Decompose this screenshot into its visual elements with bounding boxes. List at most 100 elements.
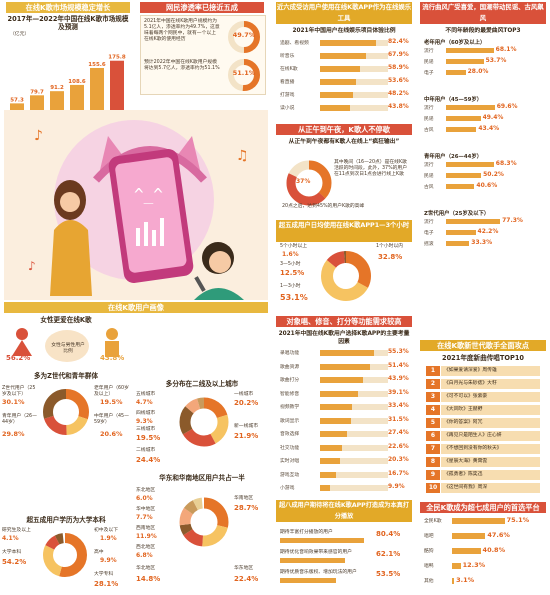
duration-donut	[321, 251, 371, 301]
feature-value: 31.5%	[388, 415, 409, 423]
expect-value-1: 80.4%	[376, 530, 401, 538]
feature-bar	[320, 350, 374, 356]
platform-label: 酷狗	[424, 549, 434, 554]
market-bar-value: 79.7	[30, 89, 44, 95]
region-label-c: 华中地区	[136, 507, 156, 512]
feature-track	[320, 390, 388, 397]
feature-bar	[320, 404, 353, 410]
section-market-title: 在线K歌市场规模稳定增长	[6, 2, 130, 13]
region-value-s: 28.7%	[234, 504, 259, 512]
top10-rank: 7	[426, 444, 440, 454]
top10-rank: 5	[426, 418, 440, 428]
style-label: 电子	[424, 71, 434, 76]
expect-value-3: 53.5%	[376, 570, 401, 578]
market-bar-value: 57.3	[10, 97, 24, 103]
style-chart-title: 不同年龄段的最爱曲风TOP3	[445, 28, 521, 34]
duration-label-5plus: 5个小时以上	[280, 244, 308, 249]
style-label: 流行	[424, 163, 434, 168]
edu-label-bachelor: 大学本科	[2, 550, 22, 555]
entertainment-label: 看直播	[280, 80, 295, 85]
feature-row: 音效选择 27.4%	[280, 429, 412, 439]
style-value: 28.0%	[467, 68, 489, 75]
time-value-37: 37%	[296, 178, 311, 185]
entertainment-value: 43.8%	[388, 103, 409, 110]
edu-label-college: 大学专科	[94, 572, 114, 577]
platform-bar	[452, 533, 486, 539]
region-label-e: 华东地区	[234, 566, 254, 571]
entertainment-bar-chart: 追剧、看视频 82.4% 听音乐 67.9% 在线K歌 58.9% 看直播 53.6% 打游戏 4…	[280, 38, 412, 118]
svg-text:^_^: ^_^	[134, 185, 163, 204]
entertainment-value: 82.4%	[388, 38, 409, 45]
feature-track	[320, 417, 388, 424]
age-label-old: 老年用户（60岁及以上）	[94, 386, 129, 397]
feature-track	[320, 485, 388, 491]
top10-song: 《不想回到没有你的秋天》	[441, 444, 540, 454]
top10-rank: 8	[426, 457, 440, 467]
section-style-title: 流行曲风广受喜爱，国潮带动民谣、古风飙风	[420, 2, 546, 24]
feature-row: 游戏互动 16.7%	[280, 470, 412, 480]
feature-row: 歌词显示 31.5%	[280, 416, 412, 426]
style-label: 摇滚	[424, 242, 434, 247]
edu-label-grad: 研究生及以上	[2, 528, 31, 533]
entertainment-bar	[320, 66, 361, 72]
top10-song: 《这世间有我》周深	[441, 483, 540, 493]
time-text-2: 20点之后，达到45%的用户K歌的高峰	[282, 204, 365, 209]
feature-label: 小游戏	[280, 486, 295, 491]
edu-label-junior: 初中及以下	[94, 528, 118, 533]
style-group-title: 青年用户（26—44岁）	[424, 154, 483, 160]
section-features-title: 对象唱、修音、打分等功能需求较高	[276, 316, 412, 327]
female-value: 56.2%	[6, 354, 31, 362]
age-label-young: 青年用户（26—44岁）	[2, 414, 37, 425]
city-value-5: 4.7%	[136, 399, 153, 406]
style-group-title: 中年用户（45—59岁）	[424, 97, 483, 103]
style-label: 民谣	[424, 60, 434, 65]
feature-label: 社交功能	[280, 445, 300, 451]
feature-row: 录唱功能 55.3%	[280, 348, 412, 358]
feature-label: 录唱功能	[280, 351, 300, 356]
feature-value: 51.4%	[388, 361, 409, 369]
city-value-2: 24.4%	[136, 456, 161, 464]
feature-value: 55.3%	[388, 348, 409, 355]
top10-title: 2021年度新曲传唱TOP10	[441, 354, 525, 362]
section-portrait-title: 在线K歌用户画像	[4, 302, 268, 313]
entertainment-label: 追剧、看视频	[280, 41, 309, 46]
feature-value: 9.9%	[388, 483, 405, 490]
age-title: 多为Z世代和青年群体	[33, 372, 99, 380]
entertainment-track	[320, 105, 388, 111]
age-value-young: 29.8%	[2, 430, 25, 438]
city-label-3: 三线城市	[136, 427, 156, 432]
market-bar-value: 155.6	[88, 62, 106, 68]
top10-rank: 2	[426, 379, 440, 389]
male-value: 43.8%	[100, 354, 125, 362]
entertainment-label: 在线K歌	[280, 67, 298, 72]
expect-bar-1	[280, 538, 364, 543]
city-title: 多分布在二线及以上城市	[165, 380, 239, 388]
feature-track	[320, 363, 388, 370]
style-label: 古风	[424, 185, 434, 190]
feature-value: 33.4%	[388, 402, 409, 409]
feature-row: 实时对唱 20.3%	[280, 456, 412, 466]
expect-list: 期待丰富打分播放的用户 80.4% 期待优化音响效果带来感官的用户 62.1% …	[280, 526, 412, 592]
region-value-c: 7.7%	[136, 514, 153, 521]
penetration-ring-2021	[228, 21, 260, 53]
region-value-nw: 6.8%	[136, 552, 153, 559]
edu-donut	[43, 533, 87, 577]
platform-label: 全民K歌	[424, 519, 442, 524]
platform-value: 3.1%	[456, 576, 475, 584]
style-value: 68.1%	[495, 46, 517, 53]
style-bar	[446, 173, 482, 178]
entertainment-bar	[320, 105, 350, 111]
region-value-ne: 6.0%	[136, 495, 153, 502]
style-bar	[446, 116, 481, 121]
feature-row: 智能修音 39.1%	[280, 389, 412, 399]
section-singer-title: 在线K歌新世代歌手全面攻点	[420, 340, 546, 351]
edu-value-high: 9.9%	[100, 557, 117, 564]
age-value-mid: 20.6%	[100, 430, 123, 438]
style-label: 流行	[424, 220, 434, 225]
region-label-s: 华南地区	[234, 496, 254, 501]
region-label-n: 华北地区	[136, 566, 156, 571]
entertainment-row: 打游戏 48.2%	[280, 90, 412, 100]
style-label: 电子	[424, 231, 434, 236]
feature-value: 27.4%	[388, 429, 409, 436]
market-bar-value: 91.2	[50, 85, 64, 91]
